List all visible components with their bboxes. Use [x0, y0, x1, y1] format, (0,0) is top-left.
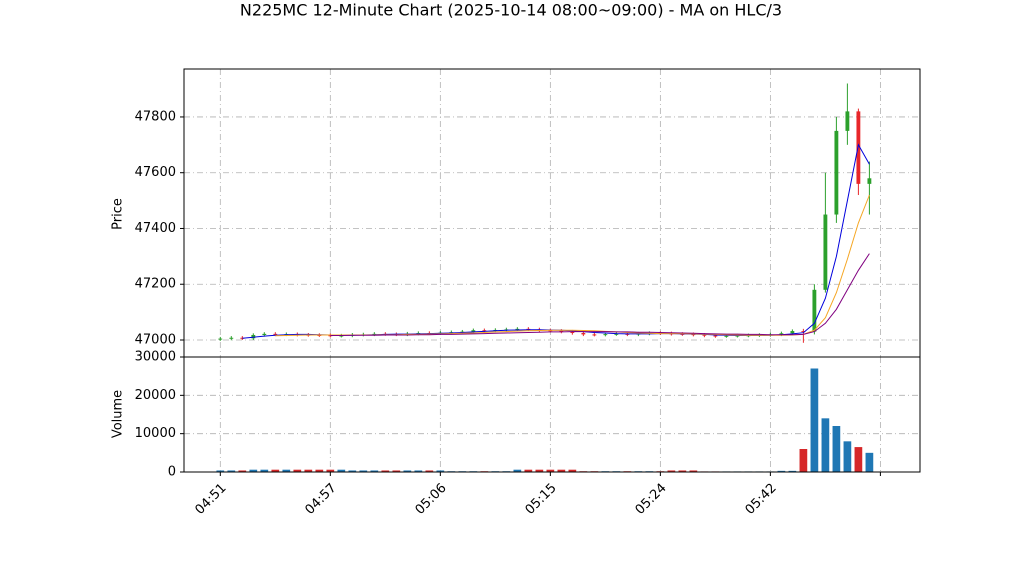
volume-bar: [524, 469, 533, 472]
candle-body: [834, 130, 839, 215]
volume-bar: [777, 470, 786, 472]
y-tick-label: 47400: [135, 221, 176, 236]
volume-bar: [865, 452, 874, 472]
candle-body: [218, 338, 223, 340]
volume-bar: [678, 470, 687, 472]
volume-bar: [315, 469, 324, 472]
ma-line: [275, 194, 870, 337]
volume-bar: [436, 470, 445, 472]
volume-bar: [546, 469, 555, 472]
candle-body: [867, 178, 872, 184]
y-tick-label: 47000: [135, 332, 176, 347]
volume-bar: [370, 470, 379, 472]
candle-body: [823, 214, 828, 290]
candle-body: [735, 335, 740, 337]
candle-body: [559, 330, 564, 332]
candle-body: [548, 330, 553, 332]
candle-body: [262, 333, 267, 335]
candle-body: [273, 333, 278, 335]
y-tick-label: 30000: [135, 350, 176, 365]
candle-body: [801, 331, 806, 333]
candle-body: [581, 333, 586, 335]
candle-body: [691, 334, 696, 336]
x-tick-label: 05:24: [633, 481, 670, 518]
candle-body: [603, 334, 608, 336]
volume-bar: [414, 470, 423, 472]
volume-bar: [249, 469, 258, 472]
x-tick-label: 05:06: [413, 481, 450, 518]
volume-bar: [557, 469, 566, 472]
volume-bar: [326, 469, 335, 472]
volume-frame: [183, 356, 921, 473]
volume-bar: [425, 470, 434, 472]
candle-body: [570, 331, 575, 334]
x-tick-label: 04:51: [193, 481, 230, 518]
chart-title: N225MC 12-Minute Chart (2025-10-14 08:00…: [240, 1, 782, 20]
volume-bar: [271, 469, 280, 472]
y-tick-label: 47200: [135, 277, 176, 292]
volume-bar: [810, 368, 819, 472]
volume-bar: [381, 470, 390, 472]
volume-bar: [799, 449, 808, 472]
y-tick-label: 47800: [135, 109, 176, 124]
volume-bar: [348, 470, 357, 472]
candle-body: [339, 335, 344, 337]
volume-bar: [216, 470, 225, 472]
x-tick-label: 05:15: [523, 481, 560, 518]
candle-body: [812, 289, 817, 332]
candle-body: [614, 333, 619, 335]
volume-bar: [392, 470, 401, 472]
ma-line: [242, 143, 870, 339]
price-frame: [183, 68, 921, 358]
volume-bar: [403, 470, 412, 472]
volume-bar: [843, 441, 852, 472]
volume-bar: [337, 469, 346, 472]
ma-line: [330, 253, 870, 336]
volume-axis-label: Volume: [111, 390, 126, 438]
candle-body: [779, 333, 784, 335]
candle-body: [471, 330, 476, 332]
x-tick-label: 04:57: [303, 481, 340, 518]
volume-bar: [513, 469, 522, 472]
candle-body: [856, 111, 861, 184]
candle-body: [702, 334, 707, 336]
volume-bar: [689, 470, 698, 472]
volume-bar: [260, 469, 269, 472]
price-axis-label: Price: [111, 198, 126, 230]
volume-bar: [568, 469, 577, 472]
volume-bar: [667, 470, 676, 472]
volume-bar: [854, 447, 863, 472]
candle-body: [790, 331, 795, 334]
y-tick-label: 10000: [135, 426, 176, 441]
volume-bar: [304, 469, 313, 472]
x-tick-label: 05:42: [743, 481, 780, 518]
volume-bar: [821, 418, 830, 472]
volume-bar: [788, 470, 797, 472]
volume-bar: [359, 470, 368, 472]
candle-body: [251, 334, 256, 339]
y-tick-label: 20000: [135, 388, 176, 403]
candle-body: [229, 337, 234, 339]
volume-bar: [238, 470, 247, 472]
candle-body: [482, 330, 487, 332]
y-tick-label: 47600: [135, 165, 176, 180]
volume-bar: [227, 470, 236, 472]
candle-body: [845, 111, 850, 131]
candle-body: [724, 335, 729, 337]
candle-body: [592, 334, 597, 336]
candle-body: [515, 328, 520, 330]
candle-body: [713, 335, 718, 337]
volume-bar: [282, 469, 291, 472]
y-tick-label: 0: [168, 465, 176, 480]
volume-bar: [832, 426, 841, 472]
volume-bar: [293, 469, 302, 472]
volume-bar: [535, 469, 544, 472]
